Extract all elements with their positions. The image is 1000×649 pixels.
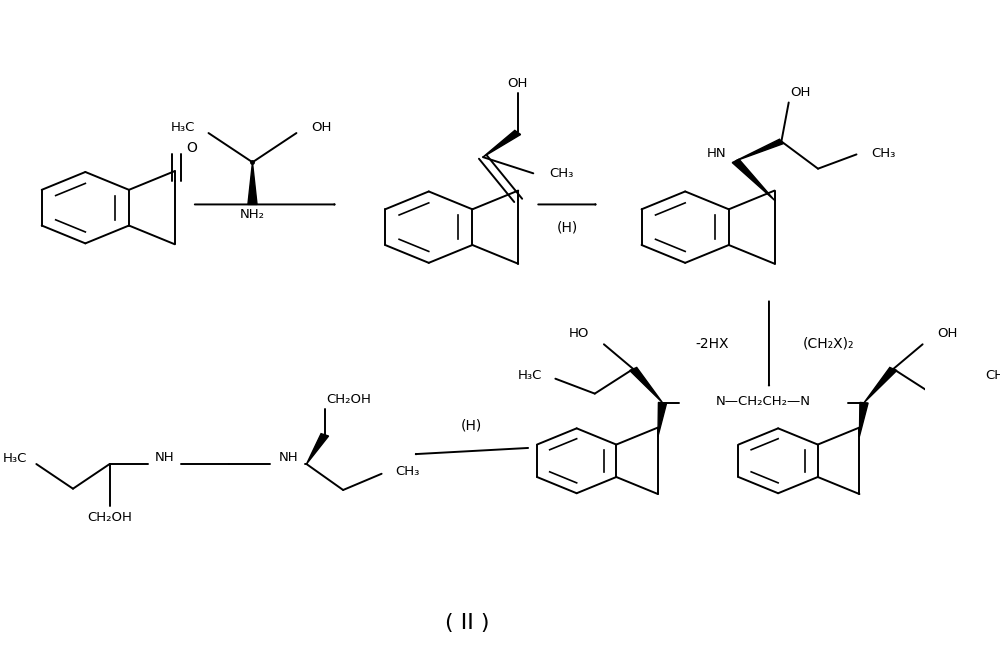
Polygon shape bbox=[630, 367, 663, 402]
Text: NH₂: NH₂ bbox=[240, 208, 265, 221]
Text: H₃C: H₃C bbox=[517, 369, 542, 382]
Text: OH: OH bbox=[311, 121, 331, 134]
Text: OH: OH bbox=[937, 326, 958, 340]
Text: O: O bbox=[186, 141, 197, 154]
Polygon shape bbox=[658, 402, 667, 436]
Text: CH₃: CH₃ bbox=[871, 147, 896, 160]
Text: NH: NH bbox=[155, 451, 174, 464]
Text: CH₃: CH₃ bbox=[549, 167, 573, 180]
Polygon shape bbox=[307, 434, 329, 464]
Text: ( II ): ( II ) bbox=[445, 613, 489, 633]
Text: OH: OH bbox=[508, 77, 528, 90]
Polygon shape bbox=[859, 402, 868, 436]
Polygon shape bbox=[732, 159, 775, 201]
Text: (H): (H) bbox=[557, 220, 578, 234]
Text: NH: NH bbox=[278, 451, 298, 464]
Polygon shape bbox=[864, 367, 897, 402]
Text: H₃C: H₃C bbox=[3, 452, 27, 465]
Text: N—CH₂CH₂—N: N—CH₂CH₂—N bbox=[716, 395, 811, 408]
Text: CH₂OH: CH₂OH bbox=[327, 393, 372, 406]
Text: CH₃: CH₃ bbox=[985, 369, 1000, 382]
Text: (CH₂X)₂: (CH₂X)₂ bbox=[803, 337, 854, 351]
Polygon shape bbox=[248, 162, 257, 204]
Text: HO: HO bbox=[569, 326, 589, 340]
Text: CH₂OH: CH₂OH bbox=[87, 511, 132, 524]
Polygon shape bbox=[483, 130, 521, 157]
Text: OH: OH bbox=[791, 86, 811, 99]
Text: H₃C: H₃C bbox=[170, 121, 195, 134]
Text: -2HX: -2HX bbox=[695, 337, 729, 351]
Text: CH₃: CH₃ bbox=[395, 465, 420, 478]
Text: HN: HN bbox=[707, 147, 726, 160]
Polygon shape bbox=[736, 139, 783, 161]
Text: (H): (H) bbox=[461, 418, 482, 432]
